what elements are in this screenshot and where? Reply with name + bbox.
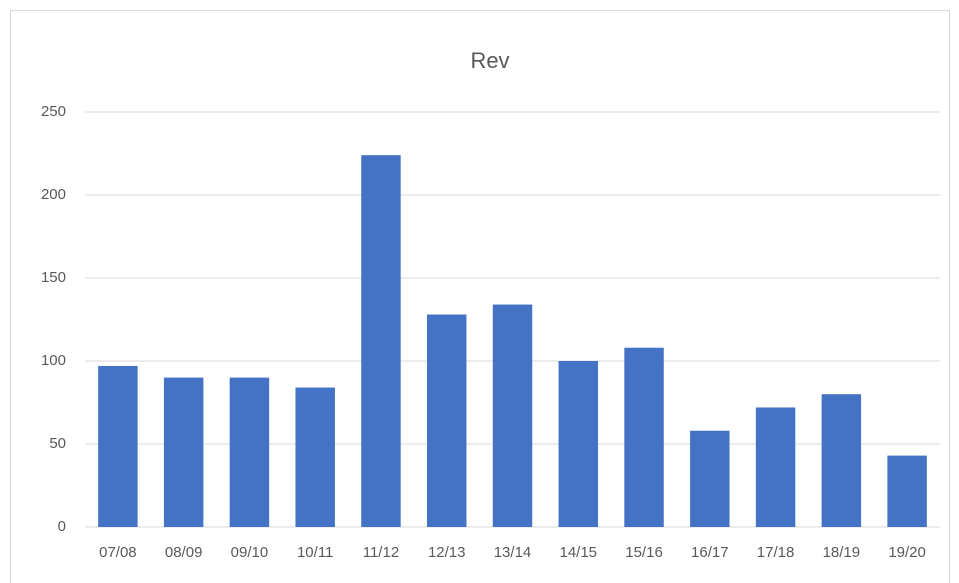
x-tick-label: 11/12 xyxy=(363,544,399,561)
x-tick-label: 18/19 xyxy=(823,544,861,561)
x-tick-label: 12/13 xyxy=(428,544,466,561)
bar xyxy=(690,430,730,527)
y-tick-label: 0 xyxy=(58,518,66,535)
x-tick-label: 07/08 xyxy=(99,544,137,561)
x-tick-label: 14/15 xyxy=(559,544,597,561)
bar xyxy=(295,387,335,527)
y-tick-label: 50 xyxy=(49,435,66,452)
bar xyxy=(821,394,862,527)
bar xyxy=(98,365,138,527)
y-tick-label: 100 xyxy=(41,352,66,369)
bar xyxy=(427,314,467,527)
x-tick-label: 10/11 xyxy=(297,544,333,561)
x-tick-label: 16/17 xyxy=(691,544,729,561)
bar xyxy=(624,347,664,527)
x-tick-label: 17/18 xyxy=(757,544,795,561)
x-tick-label: 09/10 xyxy=(231,544,269,561)
bar xyxy=(229,377,270,527)
y-tick-label: 200 xyxy=(41,186,66,203)
chart-border xyxy=(10,10,950,583)
chart-title: Rev xyxy=(470,48,509,73)
x-tick-label: 19/20 xyxy=(888,544,926,561)
x-tick-label: 13/14 xyxy=(494,544,532,561)
y-tick-label: 250 xyxy=(41,103,66,120)
x-tick-label: 15/16 xyxy=(625,544,663,561)
bar xyxy=(558,361,598,527)
x-tick-label: 08/09 xyxy=(165,544,203,561)
bar xyxy=(361,155,401,527)
bar xyxy=(887,455,927,527)
y-tick-label: 150 xyxy=(41,269,66,286)
bar xyxy=(492,304,533,527)
bar xyxy=(163,377,204,527)
bar xyxy=(755,407,796,527)
